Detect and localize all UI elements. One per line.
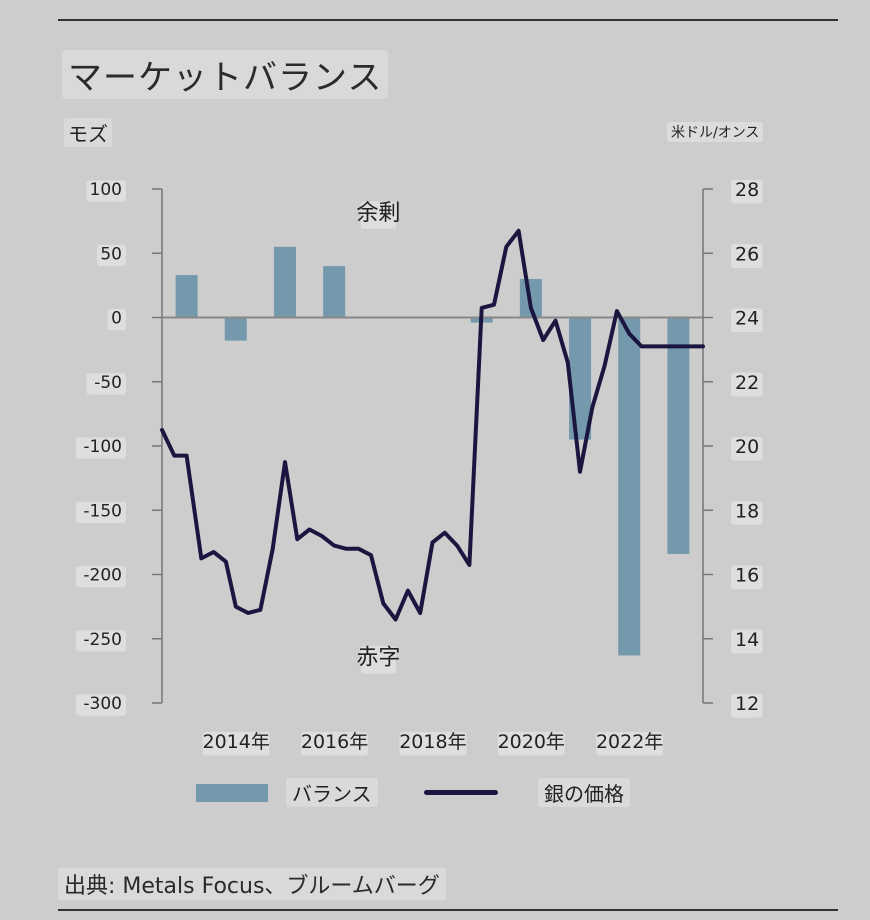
right-tick-label-bg [731,308,763,333]
annotation-deficit: 赤字 [356,646,400,671]
right-tick-label: 28 [735,179,759,201]
balance-bar [224,317,247,341]
source-note: 出典: Metals Focus、ブルームバーグ [58,868,446,900]
top-rule [58,19,838,21]
right-tick-label-bg [731,501,763,525]
left-tick-label: 50 [100,244,122,264]
left-tick-label-bg [86,180,126,202]
right-tick-label-bg [731,436,763,461]
left-axis-unit: モズ [64,118,112,147]
left-tick-label-bg [96,244,126,267]
x-tick-label: 2018年 [399,731,466,753]
annotation-deficit-bg [360,646,397,674]
left-tick-label-bg [75,437,126,459]
silver-price-line [160,228,705,622]
right-tick-label: 26 [735,243,759,265]
right-tick-label: 12 [735,693,759,715]
x-tick-label: 2016年 [301,731,368,753]
left-tick-label: 100 [90,180,122,200]
right-tick-label-bg [731,372,763,397]
left-tick-label: 0 [111,309,122,329]
legend-bar-swatch [196,783,268,802]
left-tick-label-bg [107,309,126,331]
balance-bar [667,317,690,554]
x-tick-label: 2020年 [498,731,565,753]
right-tick-label-bg [731,629,763,654]
x-tick-label: 2022年 [596,731,663,753]
left-tick-label-bg [75,630,126,652]
legend-line-swatch [424,790,498,795]
right-tick-label-bg [731,179,763,204]
left-tick-label: -150 [83,501,122,521]
right-tick-label-bg [731,244,763,268]
legend-bar-label: バランス [286,778,378,807]
left-tick-label-bg [75,694,126,716]
right-tick-label-bg [731,693,763,718]
balance-bar [273,246,296,318]
x-tick-label-bg [399,731,467,756]
left-tick-label: -200 [83,566,122,586]
left-tick-label: -50 [94,373,122,393]
left-tick-label: -300 [83,694,122,714]
legend-line-label: 銀の価格 [538,778,630,807]
balance-bar [323,266,346,318]
right-tick-label-bg [731,565,763,590]
left-tick-label-bg [75,501,126,524]
right-tick-label: 18 [735,500,759,522]
x-tick-label-bg [497,731,565,756]
x-tick-label-bg [301,731,368,756]
annotation-surplus: 余剰 [356,201,400,226]
balance-bar [175,275,198,318]
x-tick-label-bg [202,731,270,756]
right-tick-label: 20 [735,436,759,458]
right-axis-unit: 米ドル/オンス [667,122,764,142]
left-tick-label: -250 [83,630,122,650]
legend-bar-entry: バランス [196,778,378,807]
left-tick-label-bg [86,373,126,395]
right-tick-label: 24 [735,308,759,330]
right-tick-label: 14 [735,629,759,651]
legend-line-entry: 銀の価格 [424,778,630,807]
chart-plot: 100500-50-100-150-200-250-30028262422201… [75,179,763,756]
left-tick-label: -100 [83,437,122,457]
annotation-surplus-bg [360,201,397,229]
x-tick-label: 2014年 [203,731,270,753]
balance-bar [618,317,641,656]
chart-title: マーケットバランス [62,50,389,99]
bottom-rule [58,909,838,911]
x-tick-label-bg [596,731,664,756]
left-tick-label-bg [75,566,126,588]
right-tick-label: 22 [735,372,759,394]
right-tick-label: 16 [735,565,759,587]
